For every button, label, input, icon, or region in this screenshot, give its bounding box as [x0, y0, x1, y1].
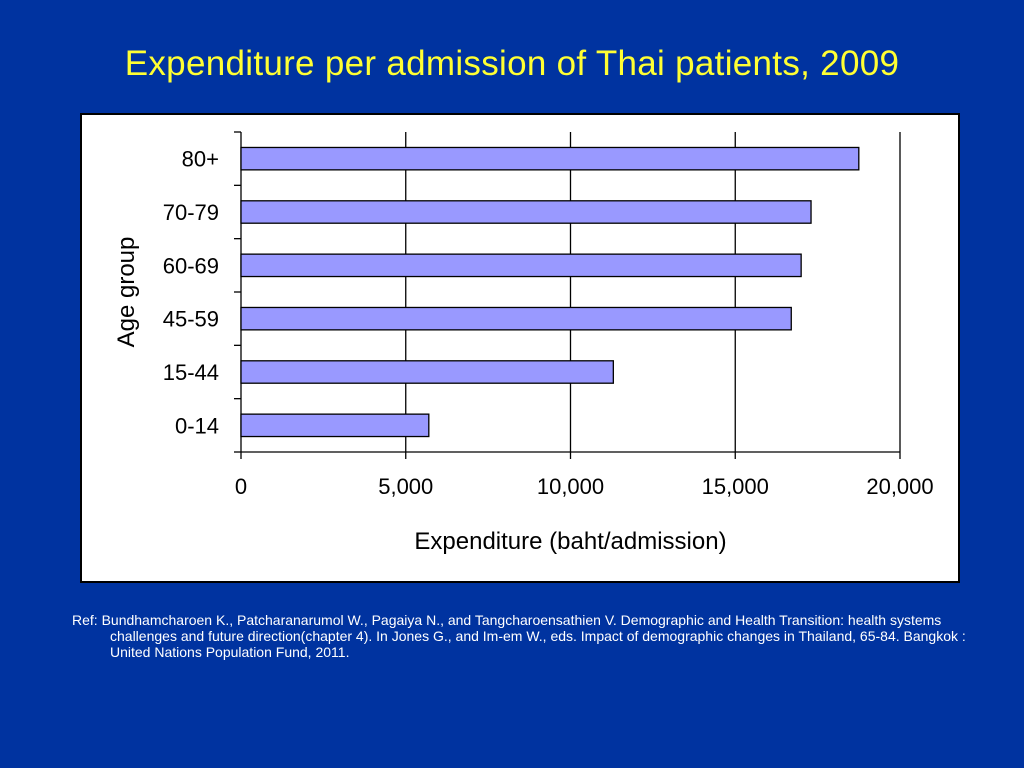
- y-tick-label: 60-69: [163, 253, 219, 278]
- bar-0-14: [240, 413, 430, 438]
- bar-chart: 0 5,000 10,000 15,000 20,000 0-14 15-44 45-59 60…: [113, 131, 934, 555]
- x-tick-label: 5,000: [378, 474, 433, 499]
- x-tick-label: 20,000: [866, 474, 933, 499]
- y-axis-title: Age group: [113, 237, 140, 348]
- y-tick-label: 15-44: [163, 360, 219, 385]
- y-tick-label: 80+: [182, 147, 219, 172]
- x-tick-label: 0: [235, 474, 247, 499]
- y-tick-label: 0-14: [175, 413, 219, 438]
- y-tick-label: 45-59: [163, 307, 219, 332]
- x-axis-title: Expenditure (baht/admission): [414, 528, 726, 555]
- x-tick-label: 10,000: [537, 474, 604, 499]
- bar-15-44: [240, 360, 614, 384]
- reference-citation: Ref: Bundhamcharoen K., Patcharanarumol …: [72, 612, 966, 660]
- bar-80+: [240, 146, 860, 171]
- y-tick-label: 70-79: [163, 200, 219, 225]
- bar-70-79: [240, 200, 812, 224]
- bar-60-69: [240, 253, 802, 278]
- bar-45-59: [240, 306, 792, 331]
- x-tick-label: 15,000: [702, 474, 769, 499]
- chart-container: 0 5,000 10,000 15,000 20,000 0-14 15-44 45-59 60…: [80, 113, 960, 583]
- slide-title: Expenditure per admission of Thai patien…: [124, 44, 900, 83]
